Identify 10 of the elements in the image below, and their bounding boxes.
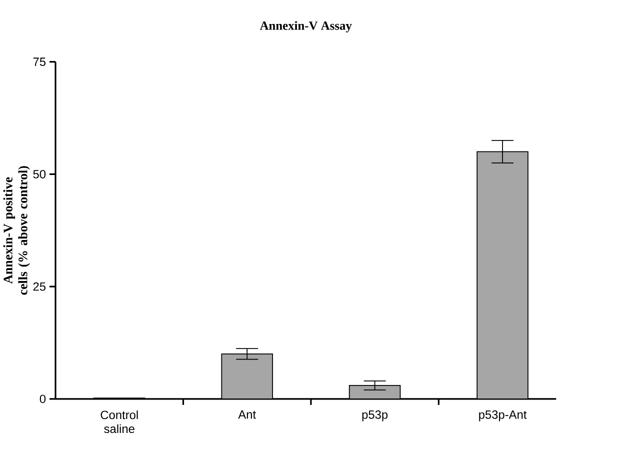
x-tick-label: Control saline	[100, 410, 138, 434]
x-tick-label: Ant	[238, 410, 256, 419]
y-tick-label: 0	[40, 394, 46, 404]
y-tick-label: 25	[33, 282, 46, 291]
y-tick-label: 50	[33, 170, 46, 179]
y-axis-title: Annexin-V positive cells (% above control)	[3, 166, 30, 295]
x-tick-label: p53p	[362, 410, 388, 422]
y-tick-label: 75	[33, 58, 46, 66]
chart-title: Annexin-V Assay	[260, 21, 352, 33]
x-tick-label: p53p-Ant	[479, 410, 527, 422]
